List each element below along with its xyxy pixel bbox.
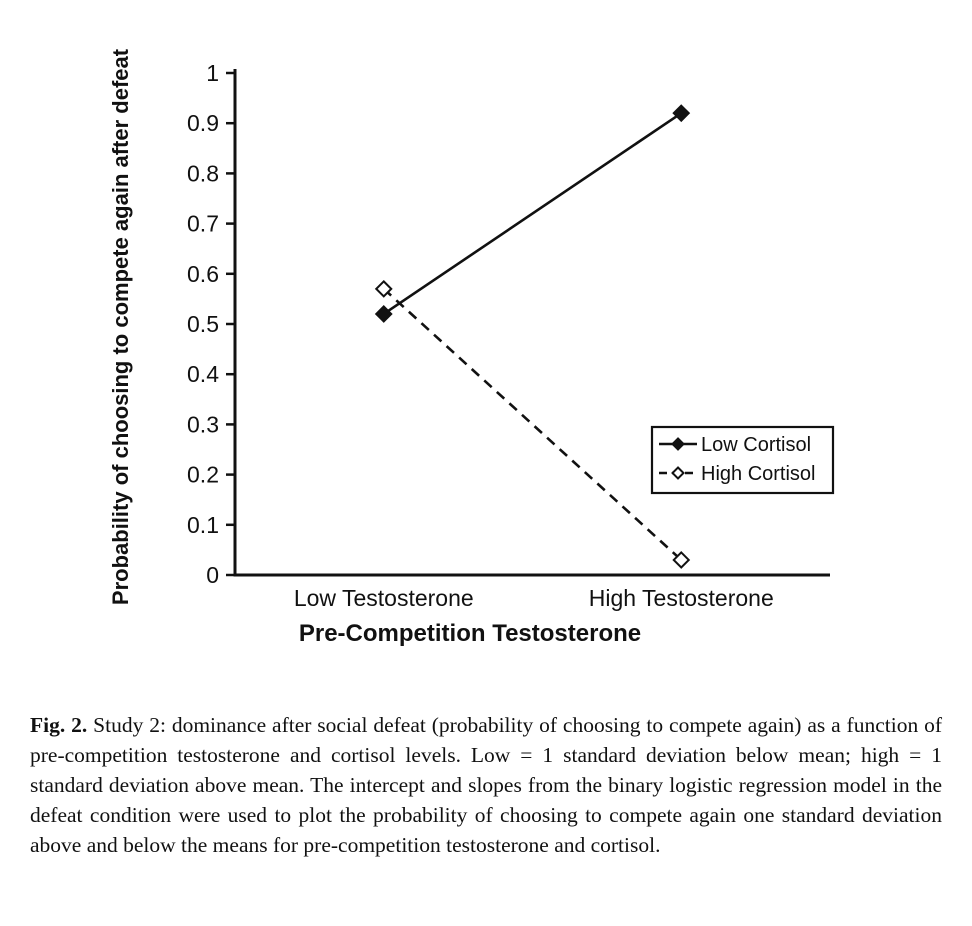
line-chart: 0 0.1 0.2 0.3 0.4 0.5 0.6 0.7 0.8 0.9 1 Low Testost… — [187, 60, 835, 611]
y-tick-label: 0 — [206, 562, 219, 588]
legend-label: Low Cortisol — [701, 434, 811, 456]
x-category-label: Low Testosterone — [294, 585, 474, 611]
series-line-low-cortisol — [383, 112, 682, 316]
y-tick-label: 0.4 — [187, 361, 219, 387]
marker-high-cortisol — [672, 551, 691, 569]
legend: Low Cortisol High Cortisol — [650, 425, 835, 495]
y-axis-label: Probability of choosing to compete again… — [108, 48, 133, 606]
x-category-label: High Testosterone — [589, 585, 774, 611]
y-tick-label: 1 — [206, 60, 219, 86]
y-tick-label: 0.6 — [187, 261, 219, 287]
legend-marker — [671, 437, 685, 451]
y-tick-label: 0.5 — [187, 311, 219, 337]
y-tick-label: 0.7 — [187, 211, 219, 237]
figure-caption-label: Fig. 2. — [30, 712, 88, 737]
y-tick-label: 0.9 — [187, 110, 219, 136]
x-axis-title: Pre-Competition Testosterone — [298, 620, 642, 647]
marker-low-cortisol — [672, 104, 691, 123]
y-tick-label: 0.3 — [187, 411, 219, 437]
legend-marker — [671, 466, 685, 480]
legend-label: High Cortisol — [701, 463, 815, 485]
y-tick-label: 0.2 — [187, 462, 219, 488]
figure-caption-text: Study 2: dominance after social defeat (… — [30, 712, 942, 857]
y-tick-label: 0.8 — [187, 160, 219, 186]
y-tick-label: 0.1 — [187, 512, 219, 538]
figure-caption: Fig. 2. Study 2: dominance after social … — [30, 710, 942, 860]
marker-high-cortisol — [374, 279, 393, 298]
marker-low-cortisol — [374, 305, 393, 323]
legend-box — [650, 425, 835, 495]
series-line-high-cortisol — [382, 287, 683, 561]
